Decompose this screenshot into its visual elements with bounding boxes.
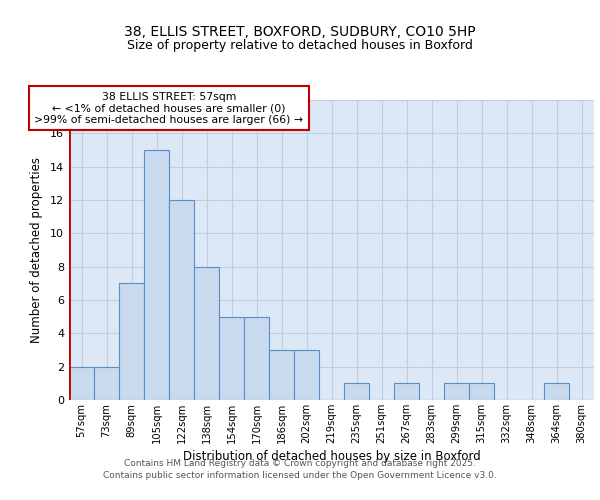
Text: Contains public sector information licensed under the Open Government Licence v3: Contains public sector information licen…	[103, 472, 497, 480]
Bar	[394, 384, 419, 400]
Text: Contains HM Land Registry data © Crown copyright and database right 2025.: Contains HM Land Registry data © Crown c…	[124, 460, 476, 468]
Bar	[119, 284, 144, 400]
Y-axis label: Number of detached properties: Number of detached properties	[30, 157, 43, 343]
Bar	[94, 366, 119, 400]
Bar	[144, 150, 169, 400]
Text: 38 ELLIS STREET: 57sqm
← <1% of detached houses are smaller (0)
>99% of semi-det: 38 ELLIS STREET: 57sqm ← <1% of detached…	[35, 92, 304, 125]
Bar	[219, 316, 244, 400]
Bar	[294, 350, 319, 400]
Bar	[244, 316, 269, 400]
Bar	[469, 384, 494, 400]
X-axis label: Distribution of detached houses by size in Boxford: Distribution of detached houses by size …	[182, 450, 481, 463]
Bar	[69, 366, 94, 400]
Bar	[269, 350, 294, 400]
Bar	[544, 384, 569, 400]
Bar	[444, 384, 469, 400]
Bar	[194, 266, 219, 400]
Text: 38, ELLIS STREET, BOXFORD, SUDBURY, CO10 5HP: 38, ELLIS STREET, BOXFORD, SUDBURY, CO10…	[124, 26, 476, 40]
Text: Size of property relative to detached houses in Boxford: Size of property relative to detached ho…	[127, 38, 473, 52]
Bar	[169, 200, 194, 400]
Bar	[344, 384, 369, 400]
